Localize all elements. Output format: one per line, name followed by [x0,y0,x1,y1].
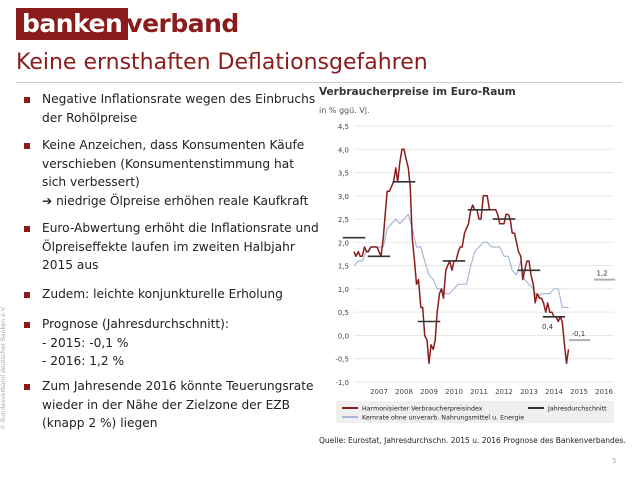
logo-rest: verband [126,9,239,38]
x-tick-label: 2008 [395,388,413,396]
x-tick-label: 2016 [595,388,613,396]
logo-text: banken verband [22,8,239,40]
y-axis-ticks: 4,5 4,0 3,5 3,0 2,5 2,0 1,5 1,0 0,5 0,0 -0,5 -1,0 [335,123,349,387]
x-tick-label: 2010 [445,388,463,396]
slide-title: Keine ernsthaften Deflationsgefahren [16,50,428,75]
annual-average-layer: 0,4 -0,1 1,2 [342,181,616,342]
y-tick-label: 3,0 [338,193,349,201]
legend-label-annual: Jahresdurchschnitt [547,406,607,413]
bullet-marker [24,322,30,328]
x-axis-ticks: 2007 2008 2009 2010 2011 2012 2013 2014 2015 2016 [370,388,613,396]
logo-bold: banken [22,9,123,38]
bullet-marker [24,292,30,298]
bullet-line: - 2016: 1,2 % [42,354,125,368]
inflation-chart: 4,5 4,0 3,5 3,0 2,5 2,0 1,5 1,0 0,5 0,0 -0,5 -1,0 2… [335,123,616,423]
bullet-line: ➔ niedrige Ölpreise erhöhen reale Kaufkr… [42,193,309,208]
x-tick-label: 2014 [545,388,563,396]
bullet-line: Ölpreiseffekte laufen im zweiten Halbjah… [42,239,295,254]
forecast-label: 1,2 [597,270,608,278]
hicp-series-line [353,148,570,365]
series-layer [353,148,570,365]
x-tick-label: 2012 [495,388,513,396]
bullet-line: 2015 aus [42,258,99,272]
page-number: 5 [612,457,617,465]
bullet-line: der Rohölpreise [42,110,138,125]
x-tick-label: 2007 [370,388,388,396]
legend-label-hicp: Harmonisierter Verbraucherpreisindex [362,406,483,413]
y-tick-label: 1,0 [338,286,349,294]
x-tick-label: 2015 [570,388,588,396]
y-tick-label: -0,5 [335,356,349,364]
bullet-marker [24,143,30,149]
chart-subtitle: in % ggü. Vj. [319,106,370,115]
bullet-line: Negative Inflationsrate wegen des Einbru… [42,92,316,106]
bullet-line: Keine Anzeichen, dass Konsumenten Käufe [42,138,305,152]
title-divider [16,82,622,83]
y-tick-label: 0,5 [338,309,349,317]
bankenverband-logo: banken verband [16,8,239,42]
grid-layer [354,125,614,383]
legend-label-core: Kernrate ohne unverarb. Nahrungsmittel u… [362,415,524,422]
bullet-line: Zum Jahresende 2016 könnte Teuerungsrate [42,379,314,393]
x-tick-label: 2011 [470,388,488,396]
copyright-note: © Bundesverband deutscher Banken e.V. [0,305,7,430]
bullet-marker [24,384,30,390]
bullet-line: verschieben (Konsumentenstimmung hat [42,156,294,171]
bullet-line: sich verbessert) [42,175,140,189]
chart-legend: Harmonisierter Verbraucherpreisindex Jahr… [336,401,614,423]
annual-2014-label: 0,4 [542,323,554,331]
x-tick-label: 2013 [520,388,538,396]
bullet-line: Prognose (Jahresdurchschnitt): [42,317,230,331]
x-tick-label: 2009 [420,388,438,396]
chart-source: Quelle: Eurostat, Jahresdurchschn. 2015 … [319,436,626,445]
y-tick-label: 2,5 [338,216,349,224]
y-tick-label: 0,0 [338,332,349,340]
bullet-line: (knapp 2 %) liegen [42,416,158,430]
y-tick-label: 4,0 [338,146,349,154]
bullet-line: - 2015: -0,1 % [42,335,129,350]
forecast-label: -0,1 [572,330,586,338]
y-tick-label: 1,5 [338,263,349,271]
bullet-line: wieder in der Nähe der Zielzone der EZB [42,397,290,412]
logo-background [16,8,128,40]
bullet-marker [24,226,30,232]
y-tick-label: 4,5 [338,123,349,131]
bullet-line: Euro-Abwertung erhöht die Inflationsrate… [42,221,319,235]
chart-title: Verbraucherpreise im Euro-Raum [319,86,516,98]
y-tick-label: -1,0 [335,379,349,387]
y-tick-label: 2,0 [338,239,349,247]
bullet-marker [24,97,30,103]
bullet-line: Zudem: leichte konjunkturelle Erholung [42,287,283,301]
y-tick-label: 3,5 [338,170,349,178]
legend-background [336,401,614,423]
